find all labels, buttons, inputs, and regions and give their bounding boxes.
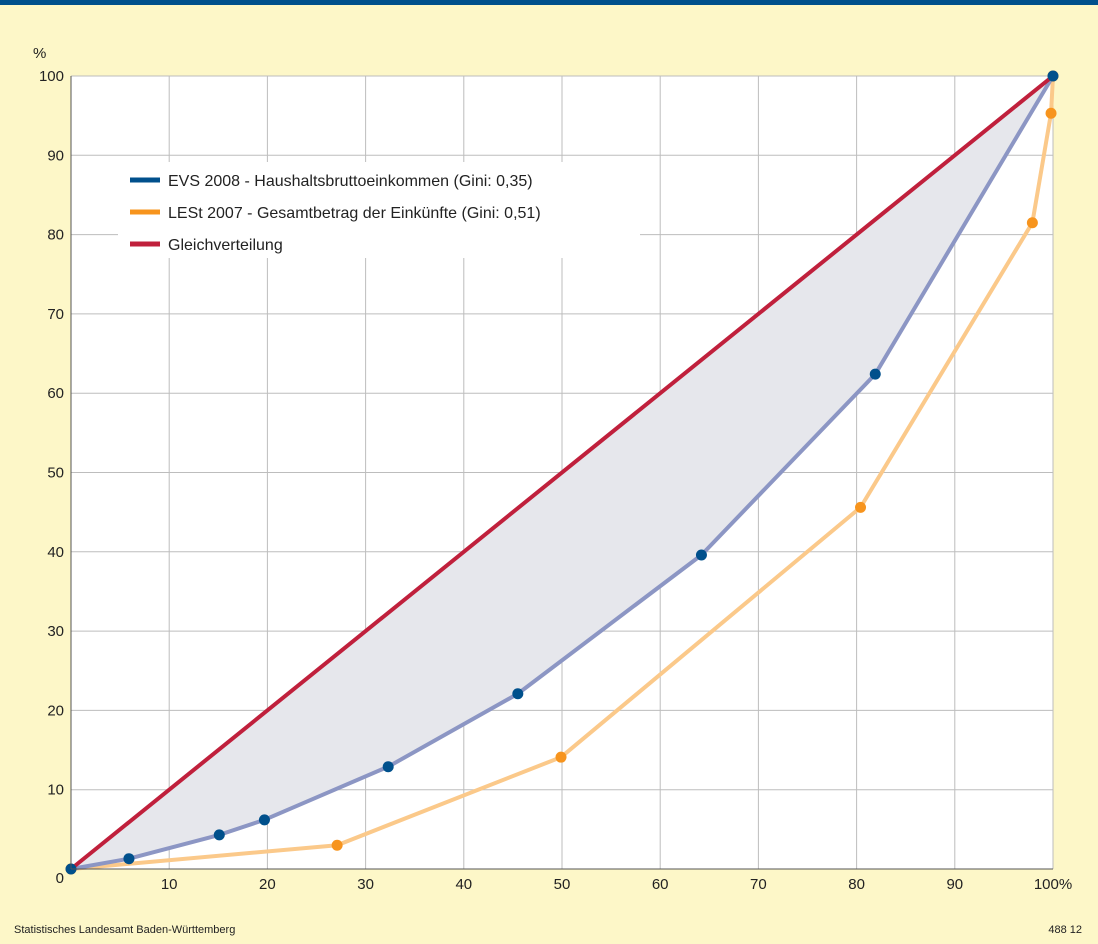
x-tick-label: 70 [750,876,767,893]
x-tick-label: 80 [848,876,865,893]
legend-label: Gleichverteilung [168,237,283,254]
series-line-2 [69,74,1055,871]
x-tick-label: 60 [652,876,669,893]
y-tick-label: 20 [47,702,64,719]
data-point-1 [555,751,567,763]
series-points [65,70,1059,875]
x-tick-label: 40 [455,876,472,893]
y-tick-label: 0 [56,870,64,887]
x-tick-label: 100% [1034,876,1072,893]
y-tick-label: 10 [47,782,64,799]
legend-background [118,162,640,258]
y-tick-label: 60 [47,385,64,402]
data-point-1 [1045,107,1057,119]
x-tick-label: 90 [946,876,963,893]
top-accent-bar [0,0,1098,5]
y-tick-label: 40 [47,544,64,561]
y-tick-label: 100 [39,68,64,85]
y-unit-label: % [33,45,46,62]
data-point-1 [1026,217,1038,229]
x-tick-label: 10 [161,876,178,893]
chart-code: 488 12 [1048,924,1082,936]
y-tick-label: 80 [47,227,64,244]
x-tick-label: 50 [554,876,571,893]
legend-label: LESt 2007 - Gesamtbetrag der Einkünfte (… [168,205,541,222]
data-point-0 [512,688,524,700]
source-note: Statistisches Landesamt Baden-Württember… [14,924,236,936]
data-point-0 [1047,70,1059,82]
axes [70,76,1053,870]
tick-labels: 10 20 30 40 50 60 70 80 90 100% 0 10 20 30 40 50 60 70 80 9… [39,68,1072,893]
data-point-0 [869,368,881,380]
legend: EVS 2008 - Haushaltsbruttoeinkommen (Gin… [118,162,640,258]
data-point-1 [331,839,343,851]
x-tick-label: 20 [259,876,276,893]
y-tick-label: 70 [47,306,64,323]
x-tick-label: 30 [357,876,374,893]
data-point-0 [123,853,135,865]
data-point-0 [258,814,270,826]
y-tick-label: 50 [47,465,64,482]
data-point-1 [855,501,867,513]
data-point-0 [382,761,394,773]
data-point-0 [695,549,707,561]
y-tick-label: 30 [47,623,64,640]
data-point-0 [213,829,225,841]
y-tick-label: 90 [47,147,64,164]
legend-label: EVS 2008 - Haushaltsbruttoeinkommen (Gin… [168,173,533,190]
